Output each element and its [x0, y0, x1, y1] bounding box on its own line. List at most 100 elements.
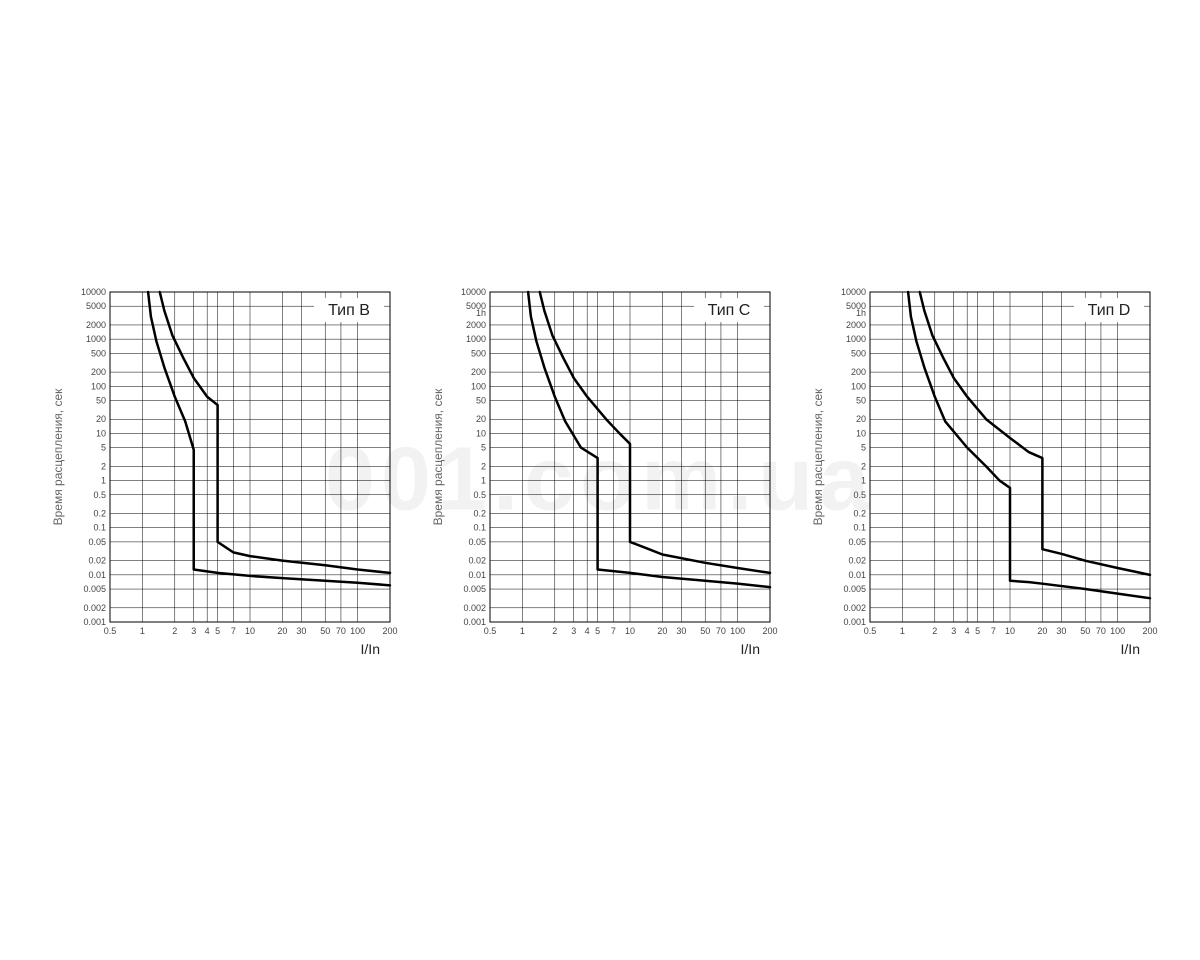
svg-text:0.002: 0.002 — [83, 603, 106, 613]
svg-text:3: 3 — [191, 626, 196, 636]
svg-text:5: 5 — [101, 443, 106, 453]
svg-text:2000: 2000 — [846, 320, 866, 330]
svg-text:1000: 1000 — [846, 334, 866, 344]
svg-text:1: 1 — [861, 476, 866, 486]
svg-text:0.02: 0.02 — [848, 556, 866, 566]
svg-text:100: 100 — [91, 381, 106, 391]
chart-panel-1: 0.512345710203050701002000.0010.0020.005… — [430, 280, 790, 680]
svg-text:0.001: 0.001 — [83, 617, 106, 627]
svg-text:50: 50 — [96, 395, 106, 405]
svg-text:1000: 1000 — [466, 334, 486, 344]
svg-text:0.01: 0.01 — [468, 570, 486, 580]
svg-text:20: 20 — [476, 414, 486, 424]
svg-text:1000: 1000 — [86, 334, 106, 344]
svg-text:0.002: 0.002 — [463, 603, 486, 613]
svg-text:0.1: 0.1 — [93, 523, 106, 533]
svg-text:50: 50 — [476, 395, 486, 405]
svg-text:3: 3 — [571, 626, 576, 636]
svg-text:10: 10 — [856, 428, 866, 438]
svg-text:10: 10 — [245, 626, 255, 636]
svg-text:20: 20 — [657, 626, 667, 636]
svg-text:1: 1 — [520, 626, 525, 636]
svg-text:200: 200 — [471, 367, 486, 377]
svg-text:0.02: 0.02 — [468, 556, 486, 566]
svg-text:200: 200 — [851, 367, 866, 377]
svg-text:2: 2 — [172, 626, 177, 636]
svg-text:10000: 10000 — [81, 287, 106, 297]
svg-text:7: 7 — [611, 626, 616, 636]
svg-text:2: 2 — [861, 461, 866, 471]
svg-text:0.005: 0.005 — [843, 584, 866, 594]
svg-text:4: 4 — [585, 626, 590, 636]
svg-text:Время расцепления, сек: Время расцепления, сек — [811, 388, 825, 526]
svg-text:1h: 1h — [856, 308, 866, 318]
svg-text:20: 20 — [1037, 626, 1047, 636]
svg-text:500: 500 — [851, 348, 866, 358]
svg-text:30: 30 — [676, 626, 686, 636]
svg-text:2000: 2000 — [466, 320, 486, 330]
svg-text:100: 100 — [471, 381, 486, 391]
svg-text:100: 100 — [350, 626, 365, 636]
svg-text:50: 50 — [700, 626, 710, 636]
svg-text:50: 50 — [856, 395, 866, 405]
svg-text:10000: 10000 — [841, 287, 866, 297]
svg-text:Тип C: Тип C — [708, 302, 751, 319]
svg-text:100: 100 — [851, 381, 866, 391]
svg-text:0.5: 0.5 — [484, 626, 497, 636]
svg-text:0.05: 0.05 — [848, 537, 866, 547]
svg-text:2: 2 — [101, 461, 106, 471]
svg-text:30: 30 — [1056, 626, 1066, 636]
svg-text:10: 10 — [625, 626, 635, 636]
svg-text:I/In: I/In — [741, 641, 760, 657]
svg-text:0.01: 0.01 — [848, 570, 866, 580]
svg-text:10: 10 — [476, 428, 486, 438]
svg-text:200: 200 — [91, 367, 106, 377]
svg-text:500: 500 — [91, 348, 106, 358]
svg-text:70: 70 — [1096, 626, 1106, 636]
svg-text:1: 1 — [101, 476, 106, 486]
svg-text:0.1: 0.1 — [853, 523, 866, 533]
svg-text:5: 5 — [215, 626, 220, 636]
svg-text:I/In: I/In — [1121, 641, 1140, 657]
svg-text:0.1: 0.1 — [473, 523, 486, 533]
svg-text:200: 200 — [382, 626, 397, 636]
svg-text:7: 7 — [991, 626, 996, 636]
svg-text:200: 200 — [1142, 626, 1157, 636]
svg-text:30: 30 — [296, 626, 306, 636]
chart-panel-0: 0.512345710203050701002000.0010.0020.005… — [50, 280, 410, 680]
svg-text:0.5: 0.5 — [853, 490, 866, 500]
svg-text:1h: 1h — [476, 308, 486, 318]
svg-text:50: 50 — [320, 626, 330, 636]
svg-text:Время расцепления, сек: Время расцепления, сек — [51, 388, 65, 526]
svg-text:100: 100 — [1110, 626, 1125, 636]
svg-text:2: 2 — [932, 626, 937, 636]
svg-text:0.05: 0.05 — [88, 537, 106, 547]
svg-text:5: 5 — [595, 626, 600, 636]
svg-text:500: 500 — [471, 348, 486, 358]
svg-text:Тип D: Тип D — [1088, 302, 1131, 319]
chart-panel-2: 0.512345710203050701002000.0010.0020.005… — [810, 280, 1170, 680]
svg-text:0.5: 0.5 — [473, 490, 486, 500]
svg-text:20: 20 — [96, 414, 106, 424]
svg-text:Время расцепления, сек: Время расцепления, сек — [431, 388, 445, 526]
svg-text:0.005: 0.005 — [463, 584, 486, 594]
svg-text:0.5: 0.5 — [93, 490, 106, 500]
svg-text:20: 20 — [277, 626, 287, 636]
svg-text:10: 10 — [96, 428, 106, 438]
svg-text:0.5: 0.5 — [864, 626, 877, 636]
svg-text:7: 7 — [231, 626, 236, 636]
svg-text:0.2: 0.2 — [853, 509, 866, 519]
svg-text:5: 5 — [481, 443, 486, 453]
svg-text:0.2: 0.2 — [473, 509, 486, 519]
svg-text:0.5: 0.5 — [104, 626, 117, 636]
svg-text:0.01: 0.01 — [88, 570, 106, 580]
svg-text:0.001: 0.001 — [843, 617, 866, 627]
svg-text:0.05: 0.05 — [468, 537, 486, 547]
svg-text:50: 50 — [1080, 626, 1090, 636]
svg-text:5000: 5000 — [86, 301, 106, 311]
svg-text:1: 1 — [481, 476, 486, 486]
svg-text:100: 100 — [730, 626, 745, 636]
svg-text:I/In: I/In — [361, 641, 380, 657]
svg-text:10: 10 — [1005, 626, 1015, 636]
svg-text:70: 70 — [336, 626, 346, 636]
